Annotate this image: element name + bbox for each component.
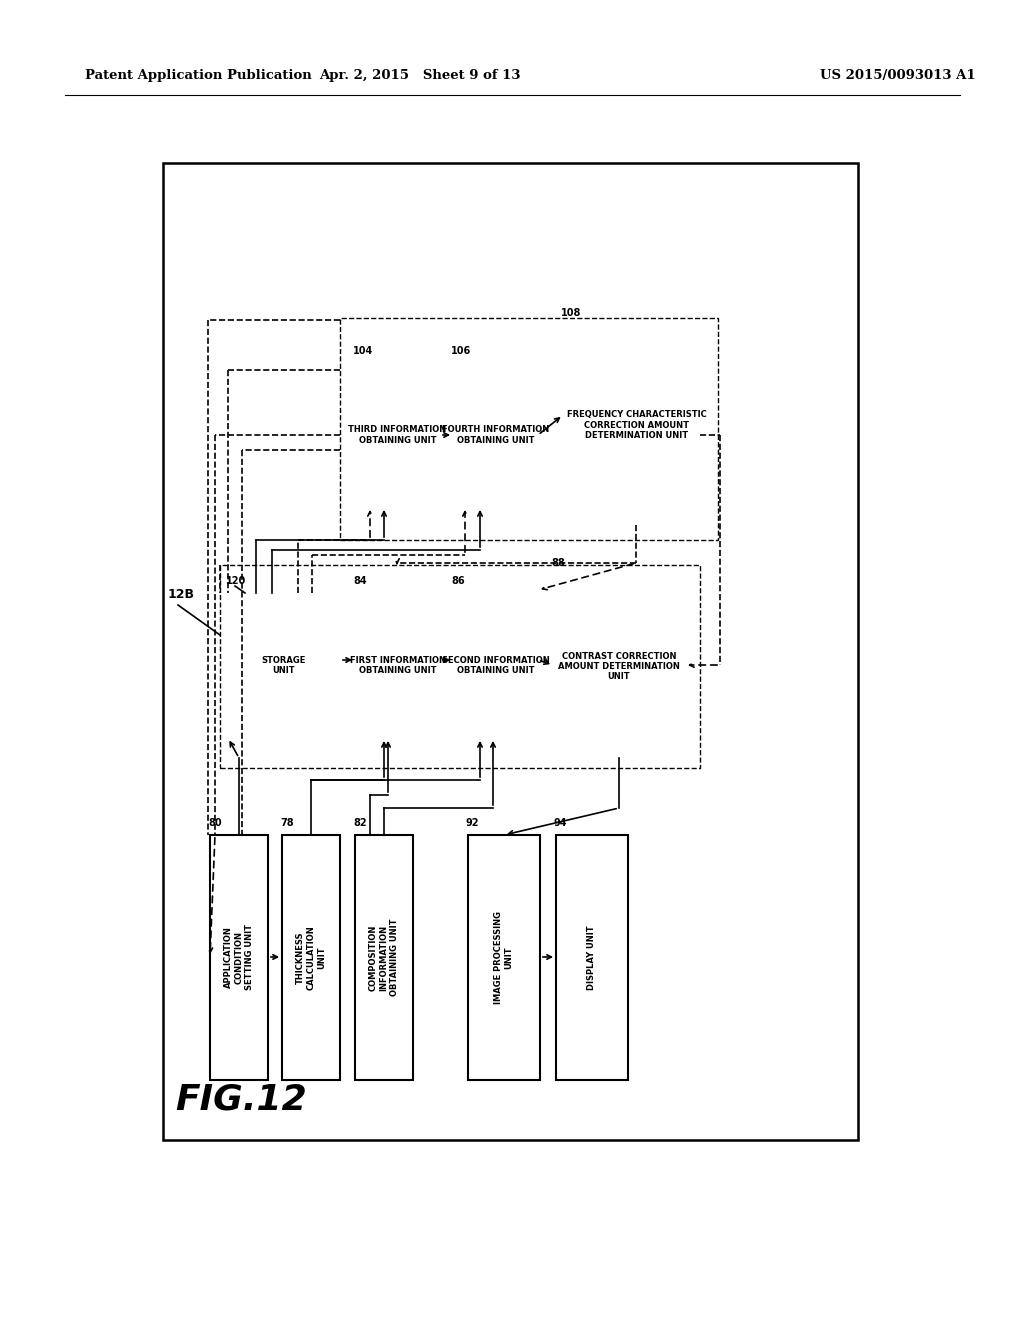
Text: 86: 86 (451, 576, 465, 586)
Text: CONTRAST CORRECTION
AMOUNT DETERMINATION
UNIT: CONTRAST CORRECTION AMOUNT DETERMINATION… (558, 652, 680, 681)
Bar (282, 836, 340, 1080)
Text: FOURTH INFORMATION
OBTAINING UNIT: FOURTH INFORMATION OBTAINING UNIT (442, 425, 549, 445)
Bar (563, 325, 710, 525)
Text: APPLICATION
CONDITION
SETTING UNIT: APPLICATION CONDITION SETTING UNIT (224, 924, 254, 990)
Text: 80: 80 (208, 818, 221, 828)
Text: 104: 104 (353, 346, 374, 356)
Bar (355, 593, 440, 738)
Bar (163, 162, 858, 1140)
Bar (210, 836, 268, 1080)
Text: COMPOSITION
INFORMATION
OBTAINING UNIT: COMPOSITION INFORMATION OBTAINING UNIT (369, 919, 399, 997)
Bar (556, 836, 628, 1080)
Bar (228, 593, 340, 738)
Text: THICKNESS
CALCULATION
UNIT: THICKNESS CALCULATION UNIT (296, 925, 326, 990)
Text: THIRD INFORMATION
OBTAINING UNIT: THIRD INFORMATION OBTAINING UNIT (348, 425, 446, 445)
Text: FREQUENCY CHARACTERISTIC
CORRECTION AMOUNT
DETERMINATION UNIT: FREQUENCY CHARACTERISTIC CORRECTION AMOU… (566, 411, 707, 440)
Bar (340, 318, 718, 540)
Text: 78: 78 (280, 818, 294, 828)
Text: 12B: 12B (168, 589, 195, 602)
Text: US 2015/0093013 A1: US 2015/0093013 A1 (820, 69, 976, 82)
Text: FIRST INFORMATION
OBTAINING UNIT: FIRST INFORMATION OBTAINING UNIT (349, 656, 445, 676)
Text: 92: 92 (466, 818, 479, 828)
Text: IMAGE PROCESSING
UNIT: IMAGE PROCESSING UNIT (495, 911, 514, 1005)
Text: Apr. 2, 2015   Sheet 9 of 13: Apr. 2, 2015 Sheet 9 of 13 (319, 69, 521, 82)
Text: 108: 108 (561, 308, 582, 318)
Bar (355, 836, 413, 1080)
Text: 106: 106 (451, 346, 471, 356)
Text: DISPLAY UNIT: DISPLAY UNIT (588, 925, 597, 990)
Bar (553, 576, 685, 758)
Bar (453, 363, 538, 507)
Bar (453, 593, 538, 738)
Text: STORAGE
UNIT: STORAGE UNIT (262, 656, 306, 676)
Text: 120: 120 (226, 576, 246, 586)
Text: 94: 94 (554, 818, 567, 828)
Bar (468, 836, 540, 1080)
Text: FIG.12: FIG.12 (175, 1082, 307, 1117)
Text: Patent Application Publication: Patent Application Publication (85, 69, 311, 82)
Text: 82: 82 (353, 818, 367, 828)
Text: 88: 88 (551, 558, 565, 568)
Bar (220, 565, 700, 768)
Bar (355, 363, 440, 507)
Text: SECOND INFORMATION
OBTAINING UNIT: SECOND INFORMATION OBTAINING UNIT (441, 656, 549, 676)
Text: 84: 84 (353, 576, 367, 586)
